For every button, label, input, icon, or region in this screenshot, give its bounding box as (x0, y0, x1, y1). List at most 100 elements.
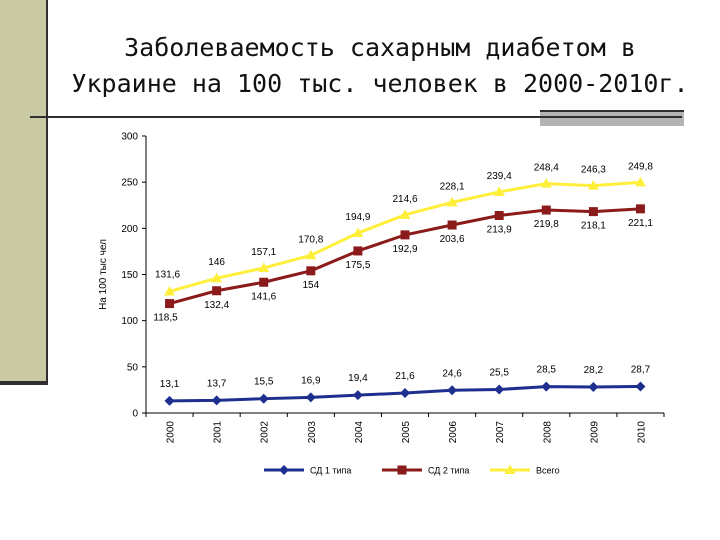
data-label: 228,1 (440, 181, 465, 192)
x-tick-label: 2008 (542, 421, 553, 444)
x-tick-label: 2003 (307, 421, 318, 444)
data-label: 141,6 (251, 291, 276, 302)
y-tick-label: 100 (121, 316, 138, 327)
data-point (540, 178, 552, 188)
data-point (541, 205, 551, 215)
data-point (446, 196, 458, 207)
data-point (400, 388, 410, 399)
x-tick-label: 2002 (260, 421, 271, 444)
data-point (494, 384, 505, 395)
data-point (305, 392, 316, 403)
data-label: 239,4 (487, 171, 512, 182)
x-tick-label: 2001 (213, 421, 224, 444)
data-point (635, 381, 646, 392)
decorative-accent-line (540, 110, 684, 112)
data-label: 132,4 (204, 300, 229, 311)
x-tick-label: 2010 (636, 421, 647, 444)
data-label: 170,8 (298, 234, 323, 245)
data-point (165, 299, 175, 309)
data-label: 157,1 (251, 247, 276, 258)
data-point (399, 209, 411, 219)
data-point (306, 266, 316, 276)
data-label: 28,5 (537, 365, 557, 376)
data-point (588, 207, 598, 217)
data-label: 118,5 (153, 313, 178, 324)
data-label: 175,5 (345, 260, 370, 271)
legend-label: Всего (536, 466, 560, 476)
data-point (447, 385, 458, 396)
x-tick-label: 2009 (589, 421, 600, 444)
data-point (258, 262, 270, 272)
data-label: 24,6 (442, 368, 462, 379)
legend-label: СД 1 типа (310, 466, 351, 476)
data-point (259, 277, 269, 287)
data-point (587, 180, 599, 190)
data-label: 221,1 (628, 218, 653, 229)
slide-title-line-1: Заболеваемость сахарным диабетом в (124, 33, 636, 62)
legend-label: СД 2 типа (428, 466, 469, 476)
y-tick-label: 250 (121, 178, 138, 189)
data-label: 13,1 (160, 379, 180, 390)
data-label: 19,4 (348, 373, 368, 384)
line-chart: 0 50 100 150 200 250 300 2000 2001 2002 2003 2004 20… (98, 132, 665, 476)
data-label: 218,1 (581, 221, 606, 232)
x-tick-label: 2005 (401, 421, 412, 444)
data-point (353, 246, 363, 256)
data-point (352, 227, 364, 238)
data-label: 21,6 (395, 371, 415, 382)
data-label: 248,4 (534, 163, 559, 174)
data-point (211, 395, 222, 406)
data-point (212, 286, 222, 296)
decorative-side-bar (0, 0, 48, 383)
data-point (352, 390, 363, 401)
data-label: 28,2 (584, 365, 604, 376)
title-divider (30, 116, 682, 118)
chart-frame: 0 50 100 150 200 250 300 2000 2001 2002 2003 2004 20… (76, 126, 682, 484)
x-tick-label: 2006 (448, 421, 459, 444)
x-tick-label: 2007 (495, 421, 506, 444)
x-tick-label: 2004 (354, 421, 365, 444)
y-tick-label: 50 (127, 362, 139, 373)
data-label: 203,6 (440, 234, 465, 245)
series-line (169, 207, 641, 306)
data-label: 192,9 (392, 244, 417, 255)
data-point (258, 393, 269, 404)
x-tick-label: 2000 (166, 421, 177, 444)
data-point (211, 272, 223, 283)
y-tick-label: 0 (132, 409, 138, 420)
y-axis-title: На 100 тыс чел (98, 239, 109, 310)
y-tick-label: 150 (121, 270, 138, 281)
data-point (634, 176, 646, 187)
data-label: 131,6 (155, 269, 180, 280)
data-label: 146 (208, 257, 225, 268)
data-label: 16,9 (301, 375, 321, 386)
data-label: 15,5 (254, 377, 274, 388)
y-tick-label: 200 (121, 224, 138, 235)
data-point (305, 249, 317, 260)
y-tick-label: 300 (121, 132, 138, 143)
slide-title: Заболеваемость сахарным диабетом в Украи… (70, 30, 690, 102)
data-label: 25,5 (489, 367, 509, 378)
decorative-side-bar-base (0, 381, 48, 385)
data-label: 154 (302, 280, 319, 291)
data-point (588, 381, 599, 392)
data-label: 246,3 (581, 165, 606, 176)
data-point (635, 204, 645, 214)
decorative-accent-block (540, 110, 684, 126)
legend-marker (504, 464, 516, 474)
data-point (447, 220, 457, 230)
data-point (400, 230, 410, 240)
data-point (164, 285, 176, 296)
data-label: 249,8 (628, 161, 653, 172)
data-label: 214,6 (392, 194, 417, 205)
data-label: 219,8 (534, 219, 559, 230)
data-point (541, 381, 552, 392)
data-label: 194,9 (345, 212, 370, 223)
data-point (493, 186, 505, 196)
data-label: 28,7 (631, 365, 651, 376)
slide-title-line-2: Украине на 100 тыс. человек в 2000-2010г… (71, 69, 689, 98)
data-point (164, 395, 175, 406)
data-label: 213,9 (487, 224, 512, 235)
data-label: 13,7 (207, 378, 227, 389)
legend-marker (279, 465, 289, 475)
